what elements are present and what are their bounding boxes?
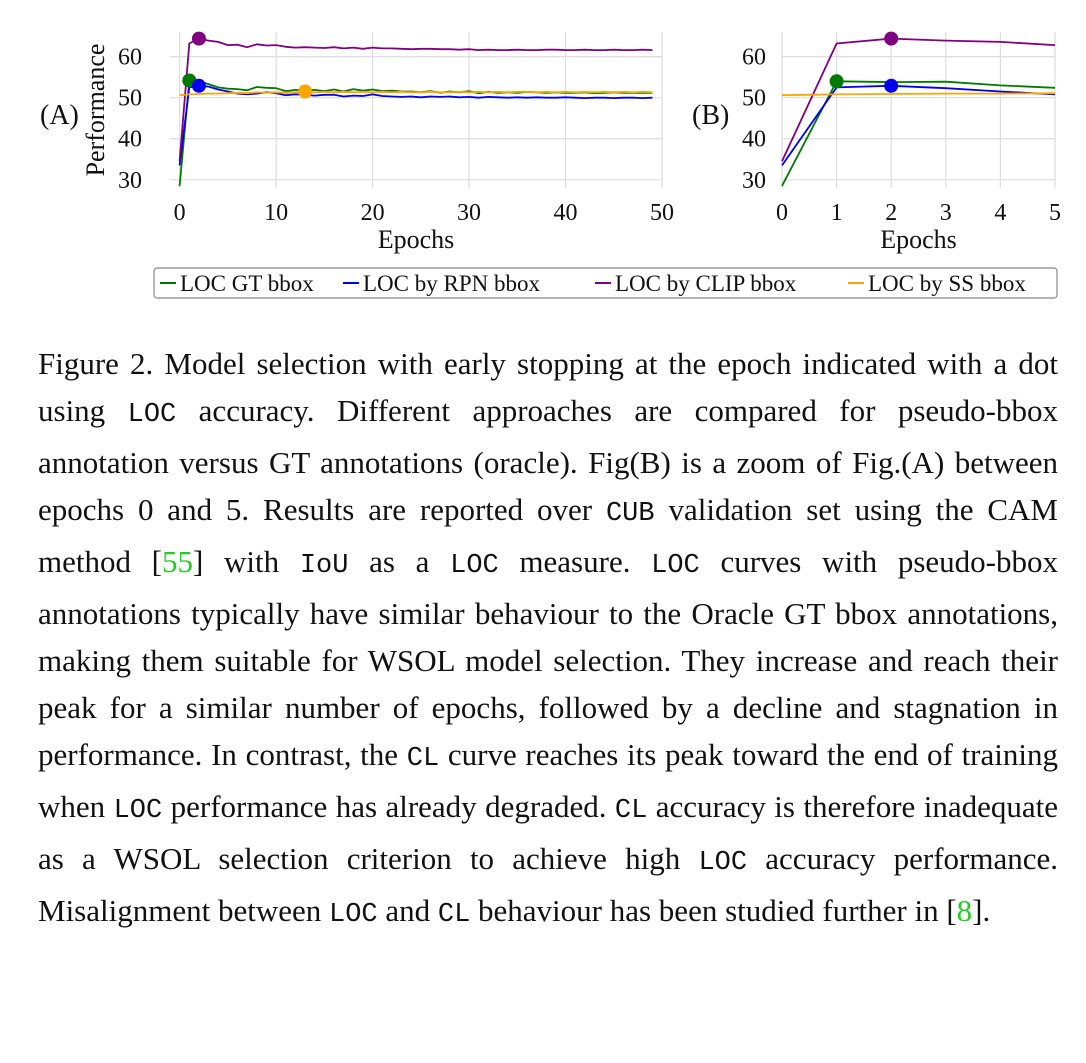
figure-caption: Figure 2. Model selection with early sto… (38, 340, 1058, 939)
legend-label: LOC GT bbox (180, 271, 314, 296)
caption-text: ] with (193, 544, 300, 579)
selected-epoch-marker (829, 74, 844, 89)
x-tick-label: 4 (994, 200, 1006, 226)
y-axis-title: Performance (81, 44, 110, 177)
panel-b: 0 1 2 3 4 5 30 40 50 60 Epochs (B) (692, 31, 1061, 254)
selected-epoch-marker (191, 78, 206, 93)
plot-area (170, 32, 662, 188)
series-line (178, 84, 653, 166)
code-term: LOC (651, 551, 700, 581)
series-line (781, 80, 1056, 187)
series-line (179, 91, 653, 97)
x-axis-title: Epochs (880, 225, 957, 254)
y-tick-label: 40 (742, 127, 766, 153)
panel-label: (B) (692, 100, 729, 131)
x-tick-label: 10 (264, 200, 288, 226)
selected-epoch-marker (884, 78, 899, 93)
x-tick-label: 3 (940, 200, 952, 226)
x-tick-label: 0 (174, 200, 186, 226)
y-tick-label: 30 (118, 168, 142, 194)
citation-link[interactable]: 55 (162, 544, 194, 579)
y-tick-label: 60 (118, 45, 142, 71)
x-tick-label: 30 (457, 200, 481, 226)
caption-text: ]. (972, 893, 991, 928)
series-line (781, 37, 1056, 162)
code-term: LOC (329, 900, 378, 930)
code-term: LOC (450, 551, 499, 581)
x-tick-label: 2 (885, 200, 897, 226)
code-term: CUB (605, 499, 655, 529)
legend: LOC GT bbox LOC by RPN bbox LOC by CLIP bb… (153, 267, 1058, 299)
caption-text: measure. (498, 544, 652, 579)
code-term: LOC (698, 848, 748, 878)
caption-text: behaviour has been studied further in [ (470, 893, 957, 928)
code-term: CL (437, 900, 471, 930)
x-tick-label: 40 (554, 200, 578, 226)
selected-epoch-marker (191, 31, 206, 46)
series-line (781, 84, 1056, 166)
caption-text: accuracy performance. Misalignment betwe… (38, 841, 1058, 928)
figure-2: 0 10 20 30 40 5030405060EpochsPerformance(A) … (40, 31, 1061, 299)
caption-text: Figure 2. Model selection with early sto… (38, 346, 1058, 428)
x-axis-title: Epochs (378, 225, 455, 254)
selected-epoch-marker (298, 84, 313, 99)
code-term: CL (614, 796, 648, 826)
x-tick-label: 5 (1049, 200, 1061, 226)
caption-text: and (377, 893, 438, 928)
y-tick-label: 50 (118, 86, 142, 112)
code-term: IoU (299, 551, 349, 581)
citation-link[interactable]: 8 (956, 893, 973, 928)
selected-epoch-marker (884, 31, 899, 46)
y-tick-label: 50 (742, 86, 766, 112)
caption-text: curves with pseudo-bbox annotations typi… (38, 544, 1059, 772)
x-tick-label: 20 (361, 200, 385, 226)
plot-area (782, 32, 1055, 188)
y-tick-label: 60 (742, 45, 766, 71)
y-tick-label: 40 (118, 127, 142, 153)
code-term: LOC (127, 400, 177, 430)
code-term: CL (406, 744, 440, 774)
legend-label: LOC by CLIP bbox (615, 271, 797, 296)
caption-text: accuracy. Different approaches are compa… (38, 393, 1058, 527)
y-tick-label: 30 (742, 168, 766, 194)
panel-label: (A) (40, 100, 79, 131)
x-tick-label: 50 (650, 200, 674, 226)
series-line (781, 92, 1056, 97)
x-tick-label: 0 (776, 200, 788, 226)
panel-a: 0 10 20 30 40 50 30 40 50 60 Epochs Performance(A) (40, 31, 674, 254)
code-term: LOC (113, 796, 163, 826)
caption-text: curve reaches its peak toward the end of… (38, 737, 1058, 824)
legend-label: LOC by RPN bbox (363, 271, 540, 296)
x-tick-label: 1 (831, 200, 843, 226)
caption-text: accuracy is therefore inadequate as a WS… (38, 789, 1058, 876)
legend-label: LOC by SS bbox (868, 271, 1026, 296)
caption-text: validation set using the CAM method [ (38, 492, 1058, 579)
series-line (178, 37, 653, 162)
caption-text: as a (348, 544, 451, 579)
caption-text: performance has already degraded. (162, 789, 615, 824)
